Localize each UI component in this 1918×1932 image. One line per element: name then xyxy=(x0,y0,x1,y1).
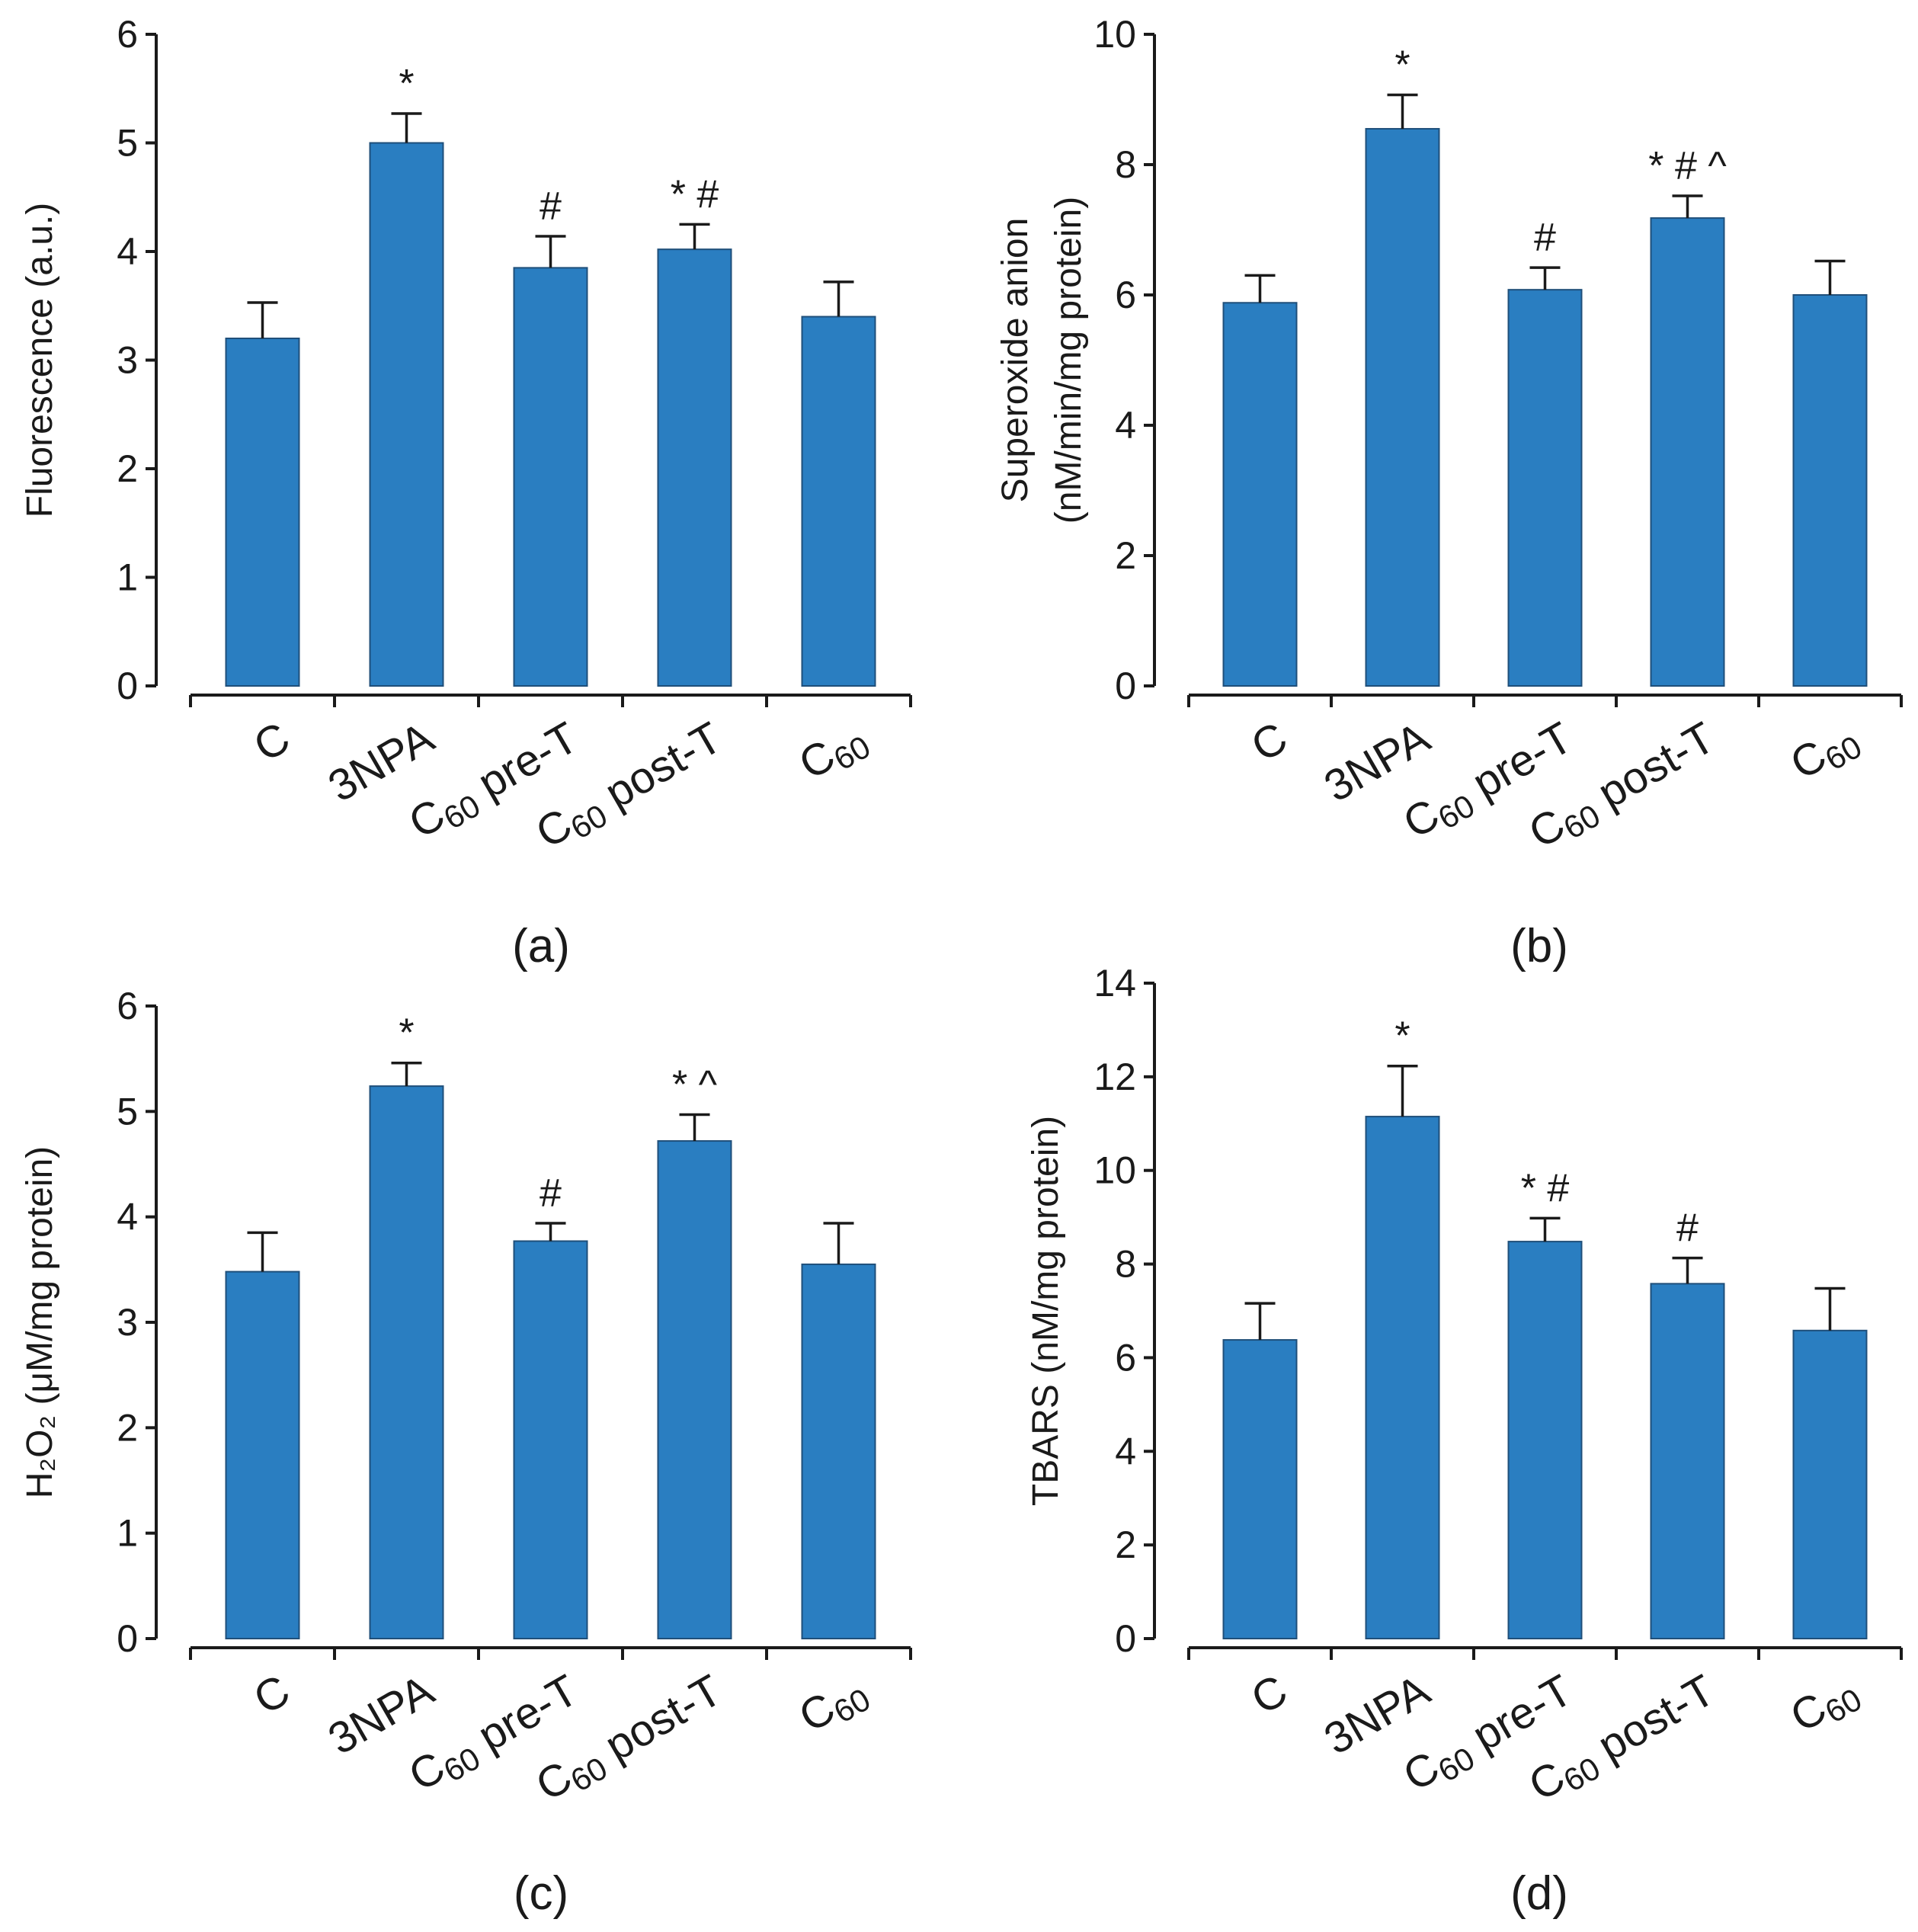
bar xyxy=(369,1085,444,1639)
bar xyxy=(1792,1329,1868,1640)
category-label: C xyxy=(245,1665,298,1724)
y-axis-label: TBARS (nM/mg protein) xyxy=(1026,1116,1066,1506)
y-tick-label: 10 xyxy=(1093,13,1136,56)
significance-label: # xyxy=(1534,216,1556,260)
category-label: C60 xyxy=(1782,713,1868,793)
panel-label: (a) xyxy=(512,920,570,972)
y-axis-label: H₂O₂ (μM/mg protein) xyxy=(20,1146,60,1498)
significance-label: * xyxy=(1394,43,1410,88)
bar xyxy=(1507,289,1583,687)
category-label: C60 xyxy=(791,1665,876,1746)
y-tick-label: 2 xyxy=(117,447,138,490)
significance-label: * # ^ xyxy=(1648,144,1727,188)
bar xyxy=(1365,1116,1440,1639)
y-tick-label: 0 xyxy=(1115,665,1136,707)
bar xyxy=(225,1270,300,1639)
y-tick-label: 3 xyxy=(117,1301,138,1344)
y-tick-label: 1 xyxy=(117,556,138,599)
y-tick-label: 3 xyxy=(117,339,138,382)
y-axis-label: Superoxide anion xyxy=(995,218,1036,503)
y-tick-label: 0 xyxy=(117,665,138,707)
category-label: C60 xyxy=(791,713,876,793)
significance-label: * xyxy=(1394,1014,1410,1059)
y-tick-label: 4 xyxy=(1115,1430,1136,1472)
category-label: C xyxy=(245,713,298,771)
y-tick-label: 0 xyxy=(117,1617,138,1660)
y-tick-label: 4 xyxy=(117,1196,138,1238)
bar xyxy=(1222,302,1298,687)
bar xyxy=(1365,127,1440,687)
significance-label: # xyxy=(1676,1206,1699,1251)
significance-label: # xyxy=(540,184,562,229)
y-tick-label: 2 xyxy=(117,1406,138,1449)
y-tick-label: 12 xyxy=(1093,1056,1136,1098)
bar xyxy=(801,316,876,687)
significance-label: * # xyxy=(671,172,719,216)
bar xyxy=(1792,294,1868,687)
y-tick-label: 14 xyxy=(1093,962,1136,1004)
y-tick-label: 10 xyxy=(1093,1149,1136,1192)
y-tick-label: 6 xyxy=(1115,1336,1136,1379)
panel-label: (c) xyxy=(514,1867,568,1920)
category-label: C xyxy=(1243,1665,1295,1724)
significance-label: * xyxy=(399,1011,414,1056)
y-tick-label: 1 xyxy=(117,1512,138,1555)
y-tick-label: 4 xyxy=(1115,404,1136,447)
bar xyxy=(801,1263,876,1639)
y-tick-label: 4 xyxy=(117,230,138,273)
bar xyxy=(1222,1339,1298,1639)
bar xyxy=(657,248,732,687)
y-tick-label: 8 xyxy=(1115,143,1136,186)
y-tick-label: 5 xyxy=(117,1090,138,1133)
bar xyxy=(1507,1241,1583,1639)
significance-label: * # xyxy=(1521,1166,1570,1210)
y-tick-label: 8 xyxy=(1115,1243,1136,1286)
bar xyxy=(513,1240,588,1639)
bar xyxy=(1650,217,1725,687)
significance-label: # xyxy=(540,1171,562,1216)
y-axis-label: Fluorescence (a.u.) xyxy=(20,203,60,518)
y-tick-label: 6 xyxy=(117,13,138,56)
y-axis-label: (nM/min/mg protein) xyxy=(1049,197,1089,524)
y-tick-label: 5 xyxy=(117,122,138,165)
y-tick-label: 6 xyxy=(117,985,138,1027)
bar xyxy=(1650,1283,1725,1640)
bar xyxy=(369,142,444,687)
bar xyxy=(513,267,588,687)
significance-label: * ^ xyxy=(672,1062,718,1107)
y-tick-label: 2 xyxy=(1115,534,1136,577)
panel-label: (b) xyxy=(1510,920,1568,972)
y-tick-label: 2 xyxy=(1115,1523,1136,1566)
y-tick-label: 6 xyxy=(1115,274,1136,316)
significance-label: * xyxy=(399,62,414,106)
y-tick-label: 0 xyxy=(1115,1617,1136,1660)
bar xyxy=(657,1140,732,1639)
category-label: C60 xyxy=(1782,1665,1868,1746)
bar xyxy=(225,338,300,687)
panel-label: (d) xyxy=(1510,1867,1568,1920)
category-label: C xyxy=(1243,713,1295,771)
